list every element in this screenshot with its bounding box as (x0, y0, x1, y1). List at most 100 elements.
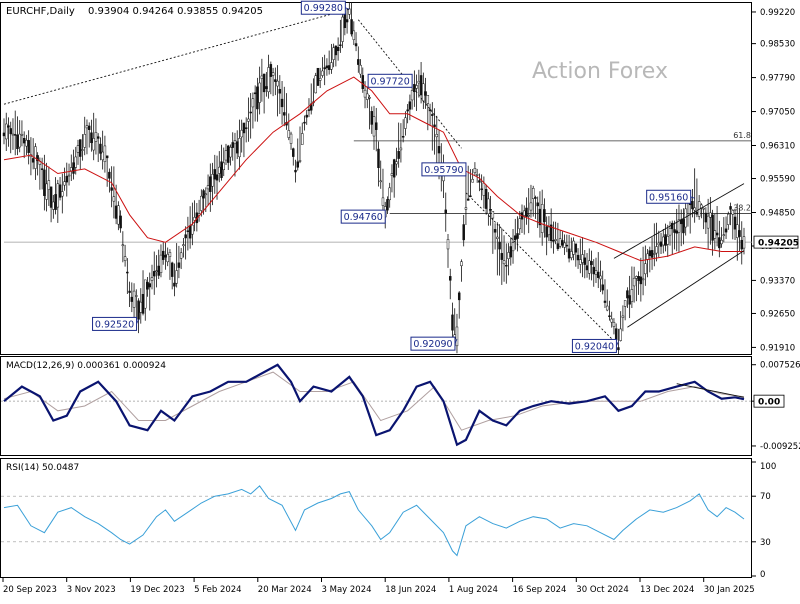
annotation-label: 0.95160 (649, 192, 688, 203)
price-tick-label: 0.95590 (760, 175, 795, 185)
candle-body (491, 210, 495, 219)
price-annotation: 0.92040 (571, 338, 619, 353)
candle-body (242, 122, 246, 134)
candle-body (460, 261, 463, 267)
candle-body (314, 75, 317, 94)
price-annotation: 0.97720 (367, 73, 413, 88)
candle-body (339, 44, 342, 47)
candle-body (608, 315, 611, 317)
candle-body (366, 93, 369, 100)
candle-body (619, 328, 622, 341)
candle-body (47, 180, 51, 190)
candle-body (150, 277, 154, 281)
moving-average-line (3, 76, 744, 262)
candle-body (316, 67, 320, 86)
candle-body (327, 65, 331, 70)
channel-upper (613, 183, 745, 259)
channel-lower (627, 250, 745, 328)
candle-body (148, 283, 151, 288)
candle-body (601, 284, 604, 291)
price-tick-label: 0.93370 (760, 276, 795, 286)
rsi-tick-label: 100 (760, 462, 776, 472)
candle-body (155, 270, 158, 272)
candle-body (184, 234, 187, 239)
candle-body (141, 294, 145, 314)
candle-body (321, 70, 324, 76)
candle-body (632, 277, 636, 287)
candle-body (410, 90, 414, 101)
candle-body (85, 125, 89, 129)
candle-body (534, 197, 537, 199)
candle-body (538, 208, 542, 226)
candle-body (617, 347, 620, 351)
price-annotation: 0.92520 (92, 316, 139, 331)
candle-body (406, 109, 409, 112)
candle-body (188, 225, 192, 239)
candle-body (502, 260, 506, 265)
candle-body (597, 271, 600, 278)
candle-body (419, 75, 423, 96)
time-tick-label: 30 Jan 2025 (704, 585, 755, 595)
candle-body (352, 30, 356, 40)
candle-body (357, 59, 360, 65)
candle-body (168, 252, 172, 257)
candle-body (648, 250, 652, 256)
candle-body (401, 136, 405, 138)
candle-body (211, 174, 214, 187)
candle-body (377, 148, 380, 168)
candle-body (238, 138, 241, 158)
candle-body (170, 262, 174, 277)
candle-body (525, 207, 528, 217)
candle-body (514, 235, 517, 241)
rsi-label: RSI(14) 50.0487 (6, 463, 79, 473)
price-annotations: 0.99280 0.97720 0.94760 0.95790 0.92520 0.920… (92, 0, 695, 353)
candle-body (706, 215, 710, 229)
candle-body (545, 226, 548, 238)
candle-body (422, 83, 425, 102)
candle-body (307, 109, 311, 111)
macd-current-label: 0.00 (758, 398, 780, 408)
candle-body (605, 305, 609, 311)
candle-body (296, 161, 299, 168)
candle-body (556, 243, 560, 249)
candle-body (733, 216, 737, 230)
candle-body (9, 128, 12, 135)
candle-body (144, 279, 147, 309)
candle-body (121, 244, 125, 247)
candle-body (298, 160, 302, 162)
candle-body (70, 167, 73, 172)
candle-body (177, 262, 181, 268)
candle-body (603, 300, 607, 303)
time-tick-label: 5 Feb 2024 (194, 585, 242, 595)
candle-body (305, 114, 308, 118)
annotation-box (646, 189, 692, 204)
candle-body (101, 151, 104, 161)
annotation-label: 0.95790 (424, 165, 463, 176)
candle-body (139, 301, 143, 313)
candle-body (11, 133, 15, 136)
candle-body (161, 250, 165, 260)
candle-body (94, 132, 98, 142)
candle-body (191, 224, 194, 235)
candle-body (565, 244, 569, 247)
candle-body (404, 117, 407, 129)
candle-body (549, 224, 553, 242)
candle-body (271, 72, 275, 76)
candle-body (231, 142, 234, 148)
candle-body (7, 125, 10, 128)
candle-body (56, 183, 60, 208)
candle-body (484, 189, 488, 209)
candle-body (646, 253, 649, 260)
candle-body (635, 276, 638, 279)
candle-body (193, 217, 196, 221)
symbol-label: EURCHF,Daily (6, 6, 75, 17)
candle-body (471, 179, 474, 183)
candle-body (590, 261, 593, 266)
candle-body (220, 161, 223, 178)
candle-body (540, 204, 544, 233)
candle-body (444, 209, 447, 214)
annotation-label: 0.97720 (370, 76, 409, 87)
candle-body (135, 295, 138, 297)
price-plot (2, 2, 752, 354)
candle-body (641, 278, 645, 281)
